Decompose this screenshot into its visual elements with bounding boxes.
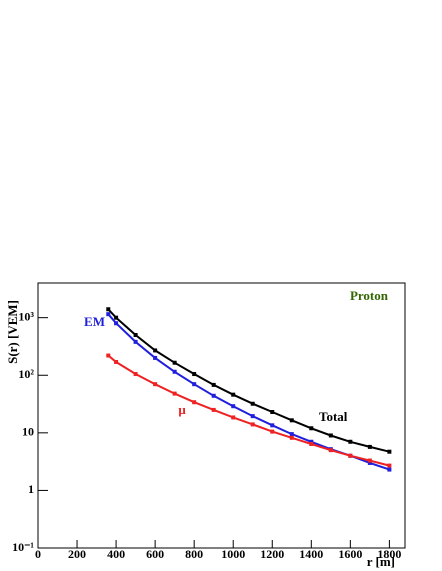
data-point [192,382,197,387]
y-tick-label: 10³ [18,309,34,323]
series-line [107,308,390,453]
data-point [106,312,111,317]
data-point [289,432,294,437]
data-point [231,392,236,397]
y-tick-label: 10² [18,367,34,381]
data-point [172,369,177,374]
x-tick-label: 1600 [338,547,362,561]
data-point [133,339,138,344]
data-point [270,429,275,434]
data-point [348,453,353,458]
data-point [289,435,294,440]
data-point [309,426,314,431]
data-point [153,382,158,387]
x-tick-label: 1200 [260,547,284,561]
data-point [328,448,333,453]
data-point [172,391,177,396]
data-point [106,353,111,358]
data-point [114,321,119,326]
data-point [133,372,138,377]
data-point [367,460,372,465]
y-tick-label: 10 [22,425,34,439]
data-point [250,414,255,419]
x-tick-label: 1400 [299,547,323,561]
series-line [107,354,390,467]
data-point [211,382,216,387]
x-tick-label: 0 [35,547,41,561]
data-point [153,355,158,360]
data-point [231,415,236,420]
data-point [270,410,275,415]
data-point [133,333,138,338]
data-point [270,423,275,428]
y-tick-label: 10⁻¹ [12,540,34,554]
data-point [309,439,314,444]
data-point [348,439,353,444]
data-point [250,422,255,427]
data-point [211,393,216,398]
data-point [192,400,197,405]
y-tick-label: 1 [28,482,34,496]
data-point [250,401,255,406]
data-point [114,359,119,364]
data-point [387,467,392,472]
data-point [172,360,177,365]
x-tick-label: 400 [107,547,125,561]
series-line [107,313,390,471]
data-point [153,348,158,353]
data-point [106,307,111,312]
x-tick-label: 600 [146,547,164,561]
data-point [192,372,197,377]
data-point [114,315,119,320]
data-point [367,458,372,463]
data-point [387,449,392,454]
plot-frame [37,282,406,549]
annotation: Proton [350,288,389,303]
data-point [289,418,294,423]
series-label: Total [319,409,348,424]
data-point [231,404,236,409]
x-tick-label: 1000 [221,547,245,561]
data-point [309,441,314,446]
x-tick-label: 800 [185,547,203,561]
data-point [328,433,333,438]
x-axis-label: r [m] [367,554,395,569]
x-tick-label: 200 [68,547,86,561]
series-label: μ [178,402,186,417]
y-axis-label: S(r) [VEM] [5,300,20,364]
series-label: EM [84,314,105,329]
x-tick-label: 1800 [377,547,401,561]
data-point [387,463,392,468]
data-point [367,444,372,449]
data-point [211,407,216,412]
